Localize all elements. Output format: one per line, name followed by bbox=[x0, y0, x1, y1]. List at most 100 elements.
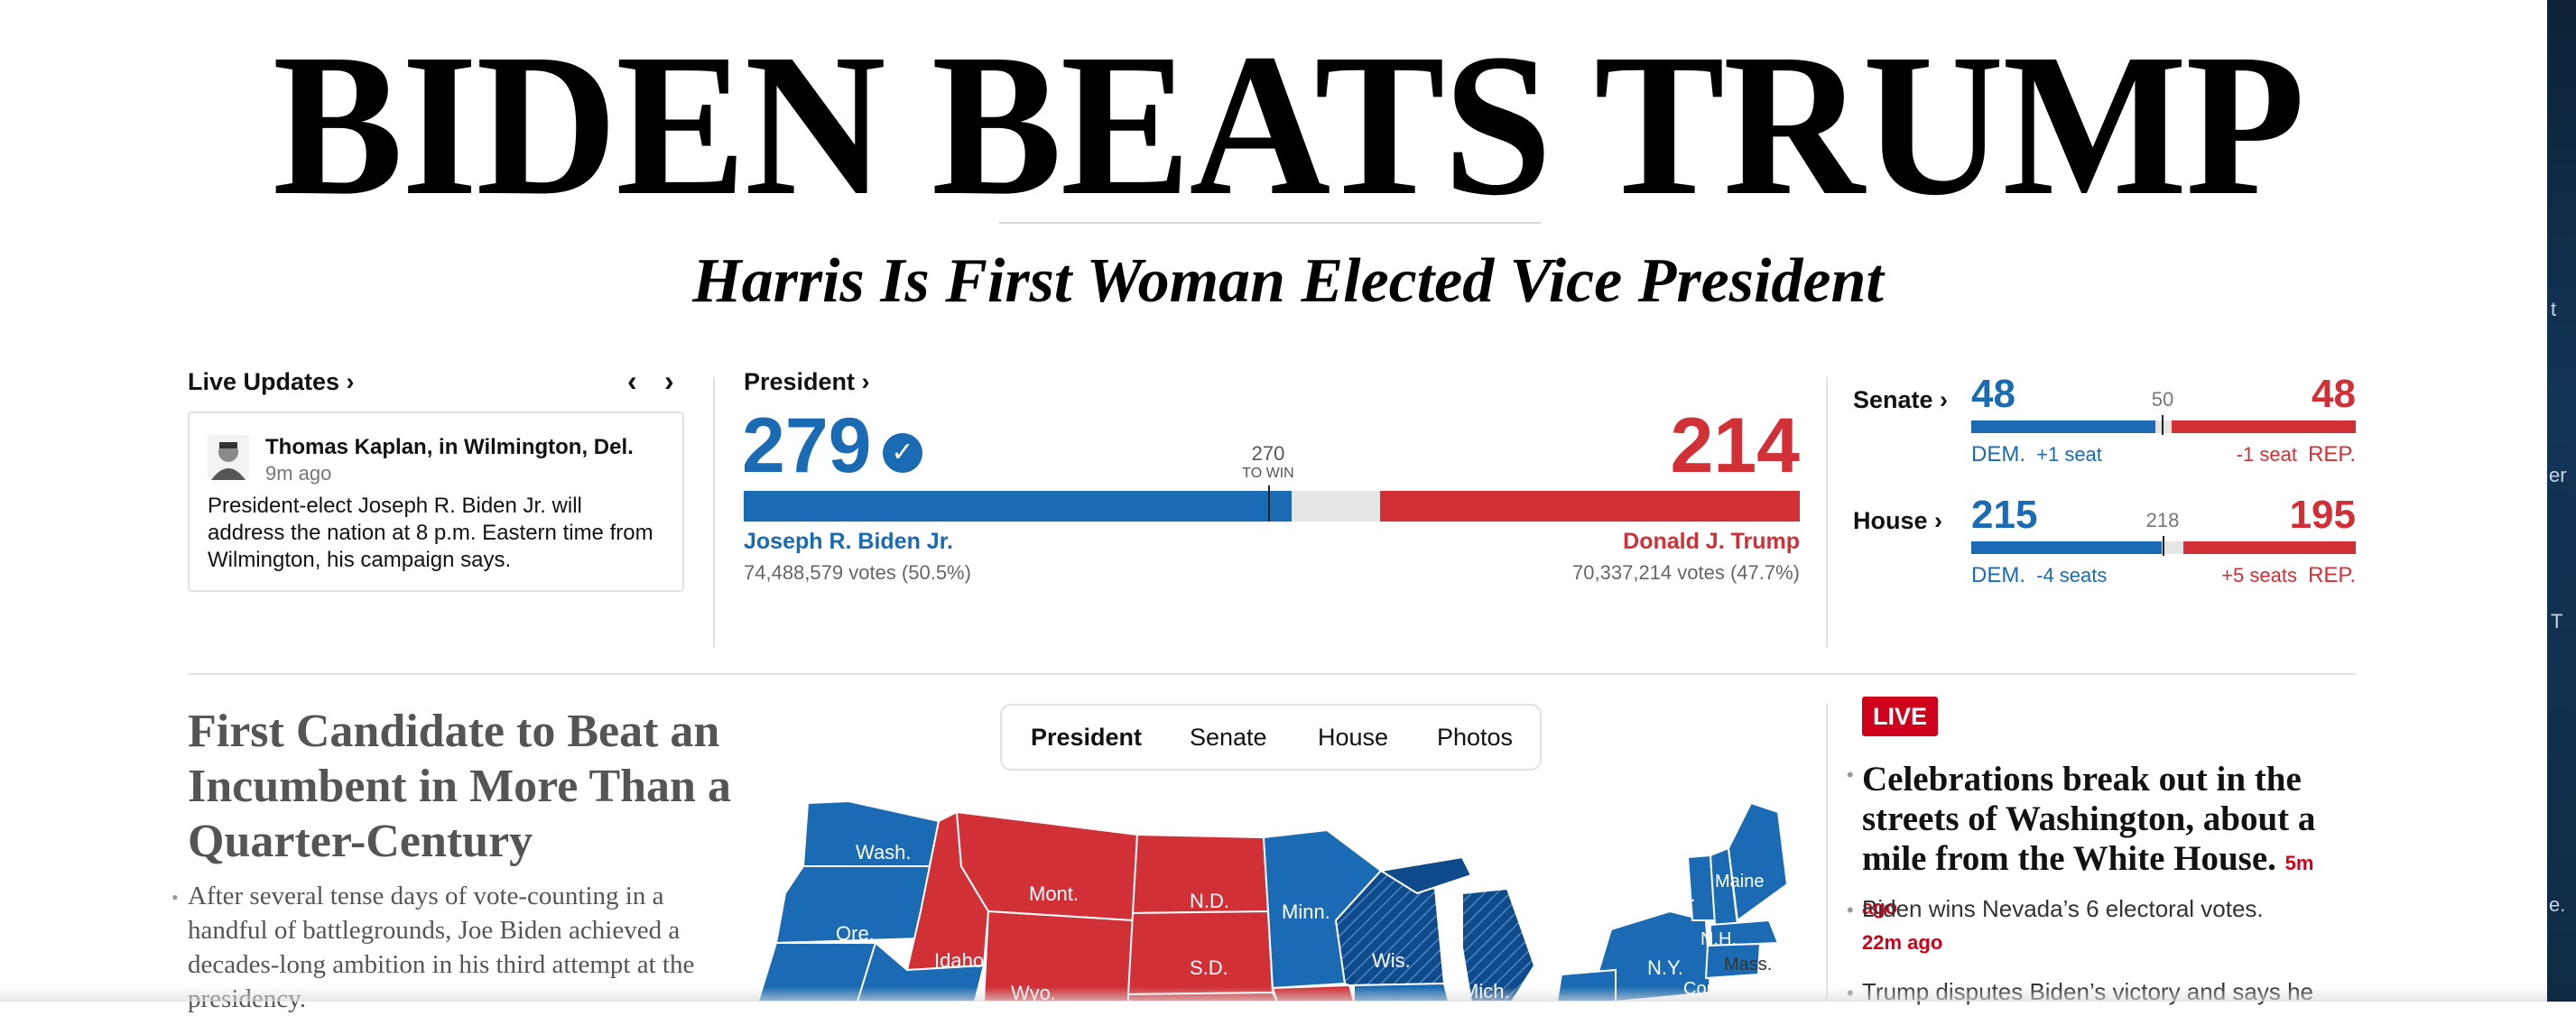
divider bbox=[1826, 377, 1828, 648]
avatar bbox=[208, 435, 249, 480]
live-updates-link[interactable]: Live Updates › bbox=[188, 368, 355, 395]
scroll-shadow bbox=[0, 987, 2547, 1002]
biden-electoral-votes: 279 bbox=[742, 402, 872, 489]
rep-label: REP. bbox=[2308, 563, 2356, 587]
desktop-text: er bbox=[2549, 464, 2567, 486]
bullet-icon: • bbox=[171, 886, 179, 909]
senate-dem-seats: 48 bbox=[1971, 372, 2015, 416]
lead-story-headline[interactable]: First Candidate to Beat an Incumbent in … bbox=[188, 706, 731, 867]
state-mich-up bbox=[1378, 855, 1473, 895]
live-news-item[interactable]: Biden wins Nevada’s 6 electoral votes. bbox=[1862, 895, 2264, 922]
live-update-card[interactable]: Thomas Kaplan, in Wilmington, Del. 9m ag… bbox=[188, 411, 684, 592]
desktop-text: T bbox=[2551, 610, 2563, 633]
tab-photos[interactable]: Photos bbox=[1437, 724, 1514, 751]
live-badge: LIVE bbox=[1862, 697, 1938, 736]
senate-majority-number: 50 bbox=[2151, 388, 2174, 411]
chevron-left-icon[interactable]: ‹ bbox=[627, 365, 637, 397]
update-time: 9m ago bbox=[265, 462, 332, 485]
house-majority-marker bbox=[2163, 536, 2164, 556]
map-label-maine: Maine bbox=[1715, 872, 1765, 891]
electoral-bar-rep bbox=[1379, 491, 1800, 522]
tab-house[interactable]: House bbox=[1318, 724, 1389, 751]
senate-dem-change: DEM. +1 seat bbox=[1971, 442, 2102, 467]
rep-change: -1 seat bbox=[2236, 443, 2297, 466]
tab-president[interactable]: President bbox=[1031, 724, 1143, 751]
state-wyo bbox=[982, 910, 1135, 1002]
house-dem-seats: 215 bbox=[1971, 493, 2038, 537]
tab-senate[interactable]: Senate bbox=[1190, 724, 1267, 751]
house-rep-seats: 195 bbox=[2289, 493, 2356, 537]
senate-bar-dem bbox=[1971, 420, 2156, 433]
update-author: Thomas Kaplan, in Wilmington, Del. bbox=[265, 435, 634, 459]
headline[interactable]: BIDEN BEATS TRUMP bbox=[273, 12, 2305, 237]
bullet-icon: • bbox=[1847, 899, 1854, 921]
desktop-background: t er T e. bbox=[2547, 0, 2576, 1002]
dem-label: DEM. bbox=[1971, 563, 2025, 587]
senate-rep-seats: 48 bbox=[2312, 372, 2356, 416]
desktop-text: e. bbox=[2549, 893, 2566, 916]
map-label-minn: Minn. bbox=[1282, 901, 1330, 923]
headline-divider bbox=[999, 222, 1541, 224]
to-win-marker bbox=[1268, 485, 1270, 522]
state-mass bbox=[1710, 919, 1780, 947]
trump-votes: 70,337,214 votes (47.7%) bbox=[1572, 561, 1800, 584]
map-label-ny: N.Y. bbox=[1647, 956, 1683, 979]
state-conn bbox=[1704, 942, 1762, 980]
biden-name[interactable]: Joseph R. Biden Jr. bbox=[744, 529, 954, 554]
senate-majority-marker bbox=[2162, 415, 2164, 435]
map-label-sd: S.D. bbox=[1190, 956, 1228, 979]
map-label-mont: Mont. bbox=[1029, 882, 1080, 905]
checkmark-icon: ✓ bbox=[883, 433, 922, 473]
state-calif bbox=[756, 942, 877, 1002]
senate-rep-change: -1 seat REP. bbox=[2148, 442, 2356, 467]
trump-electoral-votes: 214 bbox=[1670, 402, 1801, 489]
bullet-icon: • bbox=[1847, 763, 1854, 786]
state-mich bbox=[1461, 887, 1536, 1002]
senate-link[interactable]: Senate › bbox=[1853, 386, 1949, 413]
divider bbox=[1826, 704, 1828, 1002]
state-sd bbox=[1126, 910, 1274, 996]
map-label-idaho: Idaho bbox=[934, 949, 985, 972]
senate-bar-rep bbox=[2171, 420, 2356, 433]
house-rep-change: +5 seats REP. bbox=[2148, 563, 2356, 588]
state-maine bbox=[1727, 801, 1789, 922]
live-news-item[interactable]: Celebrations break out in the streets of… bbox=[1862, 760, 2349, 928]
biden-votes: 74,488,579 votes (50.5%) bbox=[744, 561, 971, 584]
map-label-mass: Mass. bbox=[1724, 955, 1773, 974]
map-label-wis: Wis. bbox=[1372, 949, 1411, 972]
house-link[interactable]: House › bbox=[1853, 507, 1943, 534]
rep-change: +5 seats bbox=[2221, 564, 2297, 587]
trump-name[interactable]: Donald J. Trump bbox=[1623, 529, 1800, 554]
election-map[interactable]: Wash. Ore. Idaho Mont. Wyo. N.D. S.D. Mi… bbox=[749, 785, 1832, 1002]
map-tab-bar: President Senate House Photos bbox=[1000, 704, 1542, 771]
desktop-text: t bbox=[2551, 298, 2557, 320]
rep-label: REP. bbox=[2308, 442, 2356, 466]
map-label-ore: Ore. bbox=[836, 922, 875, 945]
to-win-label: TO WIN bbox=[1242, 466, 1294, 481]
news-time: 22m ago bbox=[1862, 931, 1943, 954]
divider bbox=[713, 377, 715, 648]
map-label-nd: N.D. bbox=[1190, 890, 1229, 912]
senate-bar bbox=[1971, 420, 2356, 433]
subheadline[interactable]: Harris Is First Woman Elected Vice Presi… bbox=[692, 246, 1884, 316]
house-dem-change: DEM. -4 seats bbox=[1971, 563, 2107, 588]
section-divider bbox=[188, 673, 2356, 675]
electoral-bar-dem bbox=[744, 491, 1292, 522]
map-label-vt: Vt. bbox=[1673, 886, 1696, 906]
house-bar-rep bbox=[2183, 541, 2356, 554]
state-ore bbox=[774, 865, 931, 945]
house-bar-dem bbox=[1971, 541, 2162, 554]
dem-change: +1 seat bbox=[2036, 443, 2102, 466]
electoral-bar bbox=[744, 491, 1800, 522]
to-win-number: 270 bbox=[1251, 442, 1285, 465]
news-time: 5m ago bbox=[1862, 852, 2314, 919]
update-text: President-elect Joseph R. Biden Jr. will… bbox=[208, 494, 653, 572]
dem-label: DEM. bbox=[1971, 442, 2025, 466]
map-label-wash: Wash. bbox=[856, 841, 912, 864]
news-headline[interactable]: Celebrations break out in the streets of… bbox=[1862, 760, 2316, 878]
chevron-right-icon[interactable]: › bbox=[664, 365, 674, 397]
dem-change: -4 seats bbox=[2036, 564, 2108, 587]
map-label-nh: N.H. bbox=[1700, 929, 1737, 949]
president-link[interactable]: President › bbox=[744, 368, 870, 395]
house-majority-number: 218 bbox=[2145, 509, 2180, 531]
